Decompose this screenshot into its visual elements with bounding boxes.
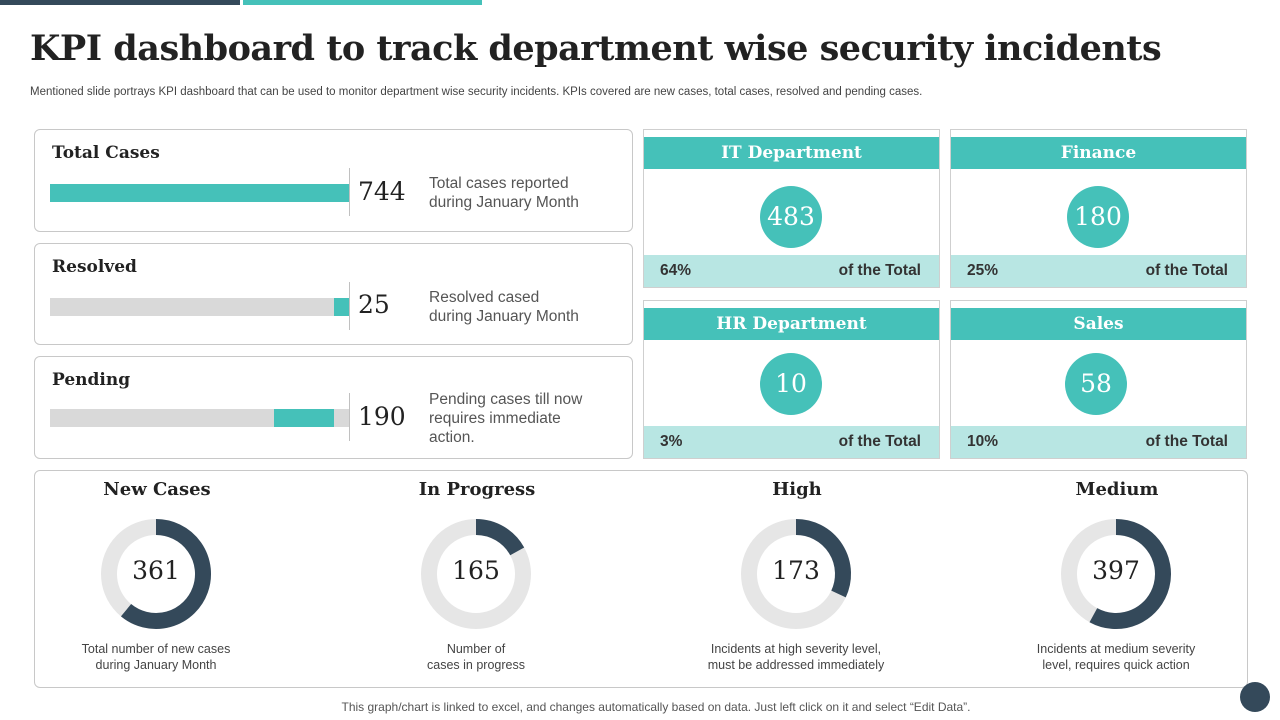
donut-description-line: cases in progress <box>427 658 525 672</box>
dept-value-circle: 10 <box>760 353 822 415</box>
donut-arc <box>1089 519 1171 629</box>
metric-value: 190 <box>358 402 406 431</box>
dept-value-circle: 483 <box>760 186 822 248</box>
divider <box>349 282 350 330</box>
donut-description-line: during January Month <box>95 658 217 672</box>
progress-bar-track <box>50 409 349 427</box>
donut-title: In Progress <box>418 479 536 500</box>
metric-description-line: during January Month <box>429 308 579 325</box>
metric-description-line: during January Month <box>429 194 579 211</box>
dept-card-it[interactable]: IT Department 483 64% of the Total <box>643 129 940 288</box>
dept-percent: 64% <box>660 262 692 279</box>
progress-bar-fill <box>274 409 334 427</box>
donut-value: 397 <box>1092 556 1140 585</box>
metric-value: 25 <box>358 290 390 319</box>
donut-chart-medium <box>1061 519 1171 629</box>
severity-summary-card: New Cases 361 Total number of new cases … <box>34 470 1248 688</box>
metric-label: Total Cases <box>52 143 160 163</box>
dept-of-total: of the Total <box>1145 433 1228 450</box>
progress-bar-fill <box>334 298 349 316</box>
dept-value-circle: 180 <box>1067 186 1129 248</box>
donut-description: Number of cases in progress <box>356 641 596 673</box>
metric-description: Pending cases till now requires immediat… <box>429 390 619 447</box>
metric-label: Pending <box>52 370 131 390</box>
donut-title: New Cases <box>103 479 211 500</box>
dept-value-circle: 58 <box>1065 353 1127 415</box>
donut-value: 173 <box>772 556 820 585</box>
donut-arc <box>475 519 525 556</box>
dept-card-finance[interactable]: Finance 180 25% of the Total <box>950 129 1247 288</box>
donut-description: Total number of new cases during January… <box>36 641 276 673</box>
dept-name: HR Department <box>644 308 939 340</box>
progress-bar-fill <box>50 184 349 202</box>
metric-description: Resolved cased during January Month <box>429 288 619 326</box>
metric-description-line: Total cases reported <box>429 175 569 192</box>
dept-card-sales[interactable]: Sales 58 10% of the Total <box>950 300 1247 459</box>
dept-percent: 3% <box>660 433 683 450</box>
metric-description: Total cases reported during January Mont… <box>429 174 619 212</box>
dept-of-total: of the Total <box>838 433 921 450</box>
dept-name: IT Department <box>644 137 939 169</box>
corner-decoration <box>1240 682 1270 712</box>
donut-description-line: must be addressed immediately <box>707 658 885 672</box>
donut-value: 361 <box>132 556 180 585</box>
donut-chart-in-progress <box>421 519 531 629</box>
progress-bar-track <box>50 298 349 316</box>
donut-arc <box>795 519 851 598</box>
dept-card-hr[interactable]: HR Department 10 3% of the Total <box>643 300 940 459</box>
metric-card-resolved[interactable]: Resolved 25 Resolved cased during Januar… <box>34 243 633 345</box>
metric-value: 744 <box>358 177 406 206</box>
donut-description-line: Incidents at high severity level, <box>710 642 882 656</box>
metric-card-pending[interactable]: Pending 190 Pending cases till now requi… <box>34 356 633 459</box>
divider <box>349 393 350 441</box>
donut-chart-new-cases <box>101 519 211 629</box>
page-title: KPI dashboard to track department wise s… <box>30 28 1162 69</box>
top-accent-bar-teal <box>243 0 482 5</box>
dept-percent: 10% <box>967 433 999 450</box>
dept-percent: 25% <box>967 262 999 279</box>
metric-description-line: Pending cases till now <box>429 391 583 408</box>
donut-title: High <box>772 479 822 500</box>
top-accent-bar-dark <box>0 0 240 5</box>
donut-description-line: Incidents at medium severity <box>1036 642 1196 656</box>
donut-arc <box>120 519 211 629</box>
metric-card-total-cases[interactable]: Total Cases 744 Total cases reported dur… <box>34 129 633 232</box>
footer-note: This graph/chart is linked to excel, and… <box>341 700 971 714</box>
dept-footer: 3% of the Total <box>644 426 939 458</box>
progress-bar-track <box>50 184 349 202</box>
dept-of-total: of the Total <box>838 262 921 279</box>
metric-description-line: action. <box>429 429 475 446</box>
dept-footer: 10% of the Total <box>951 426 1246 458</box>
donut-title: Medium <box>1075 479 1159 500</box>
dept-name: Finance <box>951 137 1246 169</box>
metric-label: Resolved <box>52 257 137 277</box>
donut-description-line: level, requires quick action <box>1042 658 1190 672</box>
metric-description-line: requires immediate <box>429 410 561 427</box>
dept-footer: 25% of the Total <box>951 255 1246 287</box>
donut-description: Incidents at high severity level, must b… <box>676 641 916 673</box>
dept-name: Sales <box>951 308 1246 340</box>
divider <box>349 168 350 216</box>
donut-value: 165 <box>452 556 500 585</box>
donut-description: Incidents at medium severity level, requ… <box>996 641 1236 673</box>
donut-chart-high <box>741 519 851 629</box>
dept-footer: 64% of the Total <box>644 255 939 287</box>
metric-description-line: Resolved cased <box>429 289 540 306</box>
dept-of-total: of the Total <box>1145 262 1228 279</box>
donut-description-line: Total number of new cases <box>81 642 231 656</box>
page-subtitle: Mentioned slide portrays KPI dashboard t… <box>30 86 923 98</box>
donut-description-line: Number of <box>446 642 506 656</box>
